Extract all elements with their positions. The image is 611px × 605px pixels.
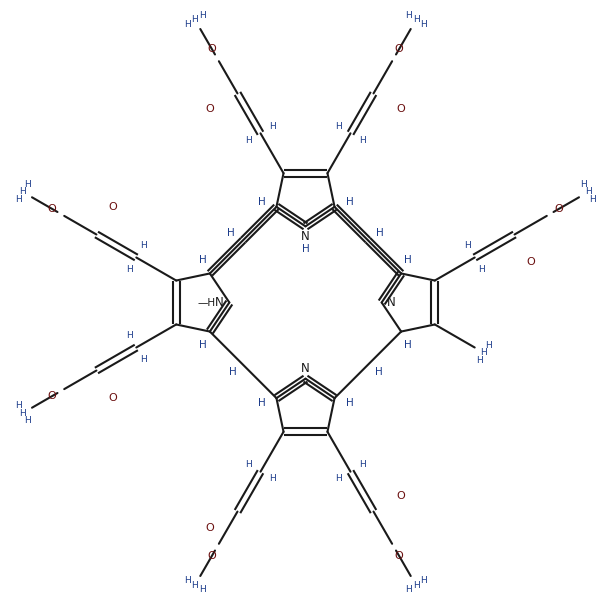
Text: O: O [48, 204, 56, 214]
Text: H: H [346, 197, 353, 206]
Text: H: H [24, 416, 31, 425]
Text: H: H [269, 122, 276, 131]
Text: H: H [485, 341, 492, 350]
Text: H: H [192, 581, 199, 590]
Text: H: H [405, 11, 412, 20]
Text: O: O [205, 523, 214, 532]
Text: O: O [397, 491, 406, 500]
Text: H: H [480, 348, 487, 358]
Text: O: O [526, 257, 535, 267]
Text: H: H [258, 399, 265, 408]
Text: H: H [412, 581, 419, 590]
Text: H: H [184, 577, 191, 585]
Text: O: O [205, 105, 214, 114]
Text: H: H [420, 577, 427, 585]
Text: O: O [395, 551, 404, 561]
Text: H: H [404, 340, 412, 350]
Text: O: O [397, 105, 406, 114]
Text: O: O [108, 393, 117, 403]
Text: H: H [199, 585, 206, 594]
Text: H: H [140, 241, 147, 250]
Text: H: H [126, 332, 133, 341]
Text: N: N [387, 296, 396, 309]
Text: H: H [227, 228, 235, 238]
Text: H: H [412, 15, 419, 24]
Text: H: H [192, 15, 199, 24]
Text: H: H [464, 241, 471, 250]
Text: H: H [184, 20, 191, 28]
Text: H: H [20, 188, 26, 197]
Text: H: H [15, 401, 22, 410]
Text: N: N [301, 230, 310, 243]
Text: H: H [580, 180, 587, 189]
Text: N: N [301, 362, 310, 375]
Text: H: H [478, 264, 485, 273]
Text: H: H [199, 11, 206, 20]
Text: H: H [126, 264, 133, 273]
Text: H: H [375, 367, 382, 377]
Text: H: H [589, 195, 596, 204]
Text: H: H [140, 355, 147, 364]
Text: N: N [215, 296, 224, 309]
Text: O: O [207, 44, 216, 54]
Text: H: H [302, 244, 309, 254]
Text: H: H [476, 356, 483, 365]
Text: H: H [246, 460, 252, 469]
Text: H: H [229, 367, 236, 377]
Text: H: H [359, 136, 365, 145]
Text: H: H [420, 20, 427, 28]
Text: H: H [405, 585, 412, 594]
Text: H: H [404, 255, 412, 265]
Text: H: H [335, 474, 342, 483]
Text: H: H [199, 255, 207, 265]
Text: O: O [555, 204, 563, 214]
Text: O: O [395, 44, 404, 54]
Text: H: H [335, 122, 342, 131]
Text: O: O [207, 551, 216, 561]
Text: O: O [108, 202, 117, 212]
Text: H: H [585, 188, 591, 197]
Text: —H: —H [197, 298, 215, 307]
Text: H: H [15, 195, 22, 204]
Text: H: H [199, 340, 207, 350]
Text: H: H [346, 399, 353, 408]
Text: H: H [24, 180, 31, 189]
Text: H: H [258, 197, 265, 206]
Text: H: H [246, 136, 252, 145]
Text: H: H [376, 228, 384, 238]
Text: H: H [269, 474, 276, 483]
Text: H: H [20, 408, 26, 417]
Text: H: H [359, 460, 365, 469]
Text: O: O [48, 391, 56, 401]
